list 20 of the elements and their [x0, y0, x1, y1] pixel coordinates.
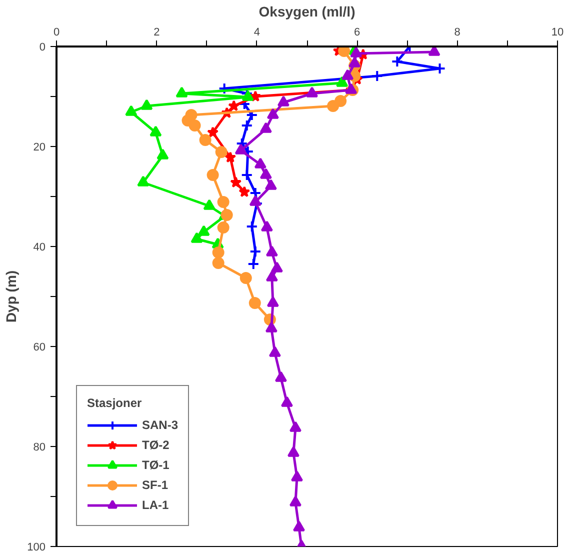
legend-label: TØ-1 [142, 458, 170, 472]
y-tick-label: 0 [39, 42, 46, 54]
x-tick-label: 4 [254, 26, 260, 38]
x-tick-label: 8 [454, 26, 460, 38]
x-tick-label: 2 [154, 26, 160, 38]
y-tick-label: 80 [33, 442, 46, 454]
y-tick-label: 20 [33, 142, 46, 154]
y-tick-label: 100 [27, 542, 46, 554]
y-tick-label: 60 [33, 342, 46, 354]
x-tick-label: 10 [551, 26, 564, 38]
legend-label: LA-1 [142, 498, 169, 512]
x-axis-title: Oksygen (ml/l) [258, 4, 356, 20]
x-tick-label: 6 [354, 26, 360, 38]
y-tick-label: 40 [33, 242, 46, 254]
legend-label: SAN-3 [142, 418, 178, 432]
legend-label: SF-1 [142, 478, 168, 492]
y-axis-title: Dyp (m) [3, 270, 20, 323]
x-tick-label: 0 [53, 26, 60, 38]
legend-title: Stasjoner [87, 396, 143, 410]
legend-label: TØ-2 [142, 438, 170, 452]
